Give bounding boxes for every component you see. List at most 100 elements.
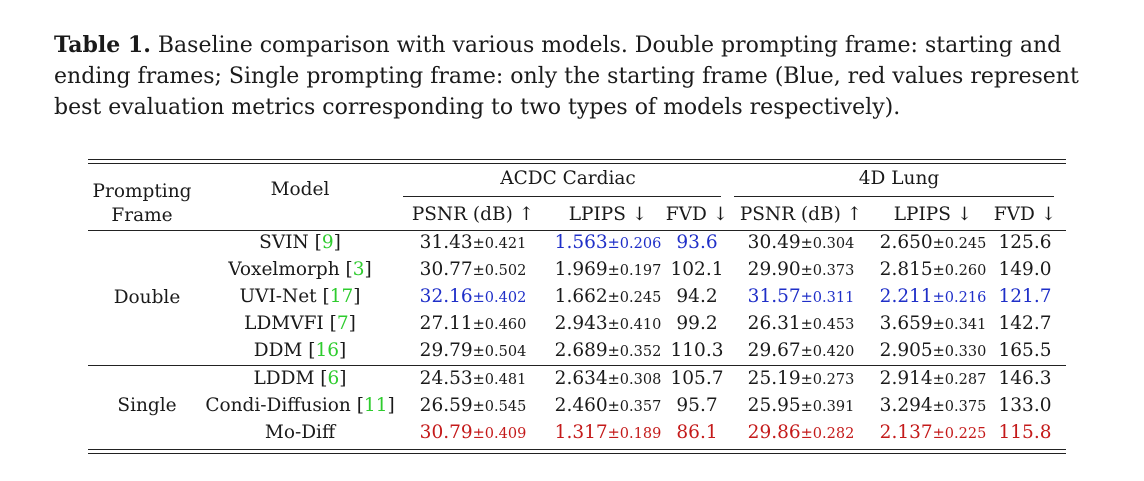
metric-value: 115.8 <box>998 422 1052 443</box>
metric-std: ±0.260 <box>932 263 987 279</box>
metric-std: ±0.273 <box>800 372 855 388</box>
metric-cell: 30.49±0.304 <box>748 232 855 255</box>
metric-std: ±0.410 <box>607 317 662 333</box>
metric-value: 95.7 <box>676 395 718 416</box>
metric-cell: 31.57±0.311 <box>748 286 855 309</box>
metric-value: 2.943 <box>554 313 608 334</box>
metric-value: 1.563 <box>554 232 608 253</box>
model-label: Mo-Diff <box>264 422 336 443</box>
metric-std: ±0.460 <box>472 317 527 333</box>
metric-cell: 1.662±0.245 <box>555 286 662 309</box>
metric-value: 2.460 <box>554 395 608 416</box>
metric-std: ±0.225 <box>932 426 987 442</box>
model-label: DDM <box>253 340 303 361</box>
header-metric: PSNR (dB) ↑ <box>739 204 863 225</box>
model-label: Voxelmorph <box>228 259 340 280</box>
metric-std: ±0.197 <box>607 263 662 279</box>
metric-cell: 1.317±0.189 <box>555 422 662 445</box>
metric-std: ±0.206 <box>607 236 662 252</box>
metric-std: ±0.245 <box>607 290 662 306</box>
metric-std: ±0.504 <box>472 344 527 360</box>
metric-cell: 26.59±0.545 <box>420 395 527 418</box>
metric-cell: 2.460±0.357 <box>555 395 662 418</box>
metric-value: 2.634 <box>554 368 608 389</box>
metric-cell: 2.634±0.308 <box>555 368 662 391</box>
citation-link[interactable]: 16 <box>315 340 340 361</box>
metric-value: 86.1 <box>676 422 718 443</box>
metric-cell: 25.95±0.391 <box>748 395 855 418</box>
metric-std: ±0.189 <box>607 426 662 442</box>
metric-value: 2.211 <box>879 286 933 307</box>
group-label-single: Single <box>117 395 177 416</box>
metric-value: 26.31 <box>747 313 801 334</box>
metric-value: 1.969 <box>554 259 608 280</box>
metric-value: 149.0 <box>998 259 1052 280</box>
header-rule <box>88 230 1066 231</box>
metric-cell: 27.11±0.460 <box>420 313 527 336</box>
citation-link[interactable]: 7 <box>336 313 349 334</box>
metric-value: 2.815 <box>879 259 933 280</box>
caption-text: Baseline comparison with various models.… <box>54 33 1079 120</box>
metric-cell: 93.6 <box>676 232 717 254</box>
model-name: UVI-Net [17] <box>239 286 361 307</box>
metric-cell: 1.563±0.206 <box>555 232 662 255</box>
metric-cell: 149.0 <box>999 259 1052 281</box>
metric-cell: 2.914±0.287 <box>880 368 987 391</box>
metric-value: 32.16 <box>419 286 473 307</box>
metric-value: 94.2 <box>676 286 718 307</box>
metric-cell: 2.943±0.410 <box>555 313 662 336</box>
metric-value: 125.6 <box>998 232 1052 253</box>
metric-cell: 30.79±0.409 <box>420 422 527 445</box>
header-acdc-cardiac: ACDC Cardiac <box>500 168 636 189</box>
group-label-double: Double <box>113 287 181 308</box>
citation-link[interactable]: 6 <box>327 368 340 389</box>
model-name: Mo-Diff <box>265 422 335 444</box>
metric-value: 2.689 <box>554 340 608 361</box>
metric-cell: 2.905±0.330 <box>880 340 987 363</box>
metric-cell: 29.90±0.373 <box>748 259 855 282</box>
metric-value: 146.3 <box>998 368 1052 389</box>
model-name: Voxelmorph [3] <box>228 259 372 280</box>
citation-link[interactable]: 3 <box>352 259 365 280</box>
metric-std: ±0.245 <box>932 236 987 252</box>
group-separator-rule <box>88 365 1066 366</box>
table-caption: Table 1. Baseline comparison with variou… <box>54 30 1094 123</box>
metric-value: 29.86 <box>747 422 801 443</box>
metric-value: 26.59 <box>419 395 473 416</box>
metric-value: 133.0 <box>998 395 1052 416</box>
metric-std: ±0.502 <box>472 263 527 279</box>
metric-cell: 133.0 <box>999 395 1052 417</box>
metric-value: 1.662 <box>554 286 608 307</box>
metric-value: 142.7 <box>998 313 1052 334</box>
metric-cell: 121.7 <box>999 286 1052 308</box>
metric-cell: 125.6 <box>999 232 1052 254</box>
metric-cell: 86.1 <box>676 422 717 444</box>
metric-value: 165.5 <box>998 340 1052 361</box>
metric-cell: 3.659±0.341 <box>880 313 987 336</box>
metric-value: 1.317 <box>554 422 608 443</box>
header-prompting: Prompting <box>92 181 192 202</box>
metric-cell: 24.53±0.481 <box>420 368 527 391</box>
citation-link[interactable]: 9 <box>321 232 334 253</box>
model-label: SVIN <box>259 232 309 253</box>
metric-value: 27.11 <box>419 313 473 334</box>
metric-value: 2.137 <box>879 422 933 443</box>
metric-cell: 110.3 <box>671 340 724 362</box>
metric-std: ±0.391 <box>800 399 855 415</box>
metric-std: ±0.481 <box>472 372 527 388</box>
metric-cell: 29.67±0.420 <box>748 340 855 363</box>
metric-value: 3.659 <box>879 313 933 334</box>
metric-value: 30.77 <box>419 259 473 280</box>
metric-value: 121.7 <box>998 286 1052 307</box>
metric-value: 30.79 <box>419 422 473 443</box>
model-label: Condi-Diffusion <box>205 395 351 416</box>
citation-link[interactable]: 11 <box>363 395 388 416</box>
metric-value: 24.53 <box>419 368 473 389</box>
caption-label: Table 1. <box>54 32 151 58</box>
citation-link[interactable]: 17 <box>329 286 354 307</box>
metric-std: ±0.453 <box>800 317 855 333</box>
metric-value: 93.6 <box>676 232 718 253</box>
metric-cell: 146.3 <box>999 368 1052 390</box>
metric-cell: 142.7 <box>999 313 1052 335</box>
metric-cell: 1.969±0.197 <box>555 259 662 282</box>
